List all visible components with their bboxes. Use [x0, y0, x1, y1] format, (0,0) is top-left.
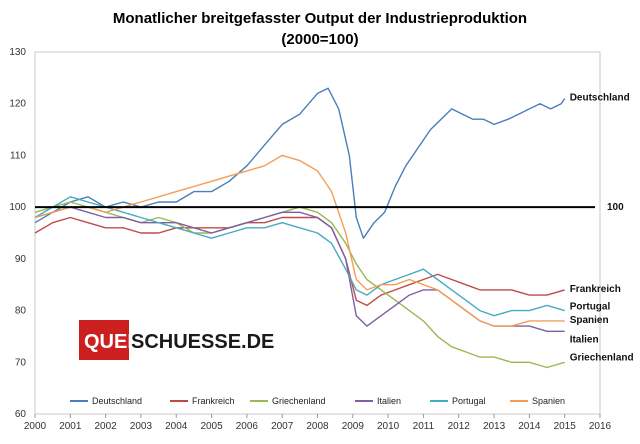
legend-label: Frankreich	[192, 396, 235, 406]
x-tick-label: 2004	[165, 421, 188, 432]
y-tick-label: 100	[9, 202, 26, 213]
end-label-portugal: Portugal	[570, 302, 611, 313]
y-axis: 60 70 80 90 100 110 120 130	[9, 47, 26, 420]
series-line-deutschland	[34, 87, 566, 239]
series-line-spanien	[34, 154, 565, 327]
end-labels: Deutschland Frankreich Griechenland Italien…	[570, 93, 634, 364]
y-tick-label: 60	[15, 409, 27, 420]
x-tick-label: 2009	[342, 421, 365, 432]
watermark-red-box	[79, 320, 129, 360]
legend-label: Deutschland	[92, 396, 142, 406]
x-axis: 2000 2001 2002 2003 2004 2005 2006 2007 2008 2009…	[24, 414, 612, 432]
chart-title: Monatlicher breitgefasster Output der In…	[112, 10, 528, 27]
end-label-deutschland: Deutschland	[570, 93, 630, 104]
x-tick-label: 2000	[24, 421, 47, 432]
y-tick-label: 90	[15, 254, 27, 265]
x-tick-label: 2002	[95, 421, 118, 432]
legend-label: Griechenland	[272, 396, 326, 406]
y-tick-label: 110	[10, 150, 26, 161]
x-tick-label: 2011	[413, 421, 435, 432]
chart-subtitle: (2000=100)	[281, 31, 359, 48]
y-tick-label: 120	[9, 99, 26, 110]
legend-label: Portugal	[452, 396, 486, 406]
x-tick-label: 2005	[200, 421, 223, 432]
y-tick-label: 70	[15, 357, 27, 368]
reference-line-group: 100	[35, 202, 624, 213]
legend: Deutschland Frankreich Griechenland Italien…	[70, 396, 565, 406]
x-tick-label: 2001	[59, 421, 82, 432]
legend-label: Italien	[377, 396, 401, 406]
x-tick-label: 2006	[236, 421, 259, 432]
x-tick-label: 2008	[306, 421, 329, 432]
series-line-frankreich	[34, 216, 565, 307]
reference-line-label: 100	[607, 202, 624, 213]
x-tick-label: 2003	[130, 421, 153, 432]
x-tick-label: 2015	[554, 421, 577, 432]
watermark-part1: QUER	[84, 331, 142, 353]
x-tick-label: 2013	[483, 421, 506, 432]
end-label-spanien: Spanien	[570, 315, 609, 326]
end-label-frankreich: Frankreich	[570, 284, 621, 295]
watermark-part2: SCHUESSE.DE	[131, 331, 274, 353]
x-tick-label: 2007	[271, 421, 294, 432]
series-line-portugal	[34, 196, 565, 317]
x-tick-label: 2016	[589, 421, 612, 432]
legend-label: Spanien	[532, 396, 565, 406]
y-tick-label: 130	[9, 47, 26, 58]
y-tick-label: 80	[15, 306, 27, 317]
end-label-italien: Italien	[570, 334, 599, 345]
x-tick-label: 2012	[448, 421, 471, 432]
end-label-griechenland: Griechenland	[570, 352, 634, 363]
watermark-logo: QUER SCHUESSE.DE	[79, 320, 274, 360]
x-tick-label: 2010	[377, 421, 400, 432]
x-tick-label: 2014	[518, 421, 541, 432]
chart-title-block: Monatlicher breitgefasster Output der In…	[0, 8, 640, 50]
series-lines	[34, 87, 566, 369]
